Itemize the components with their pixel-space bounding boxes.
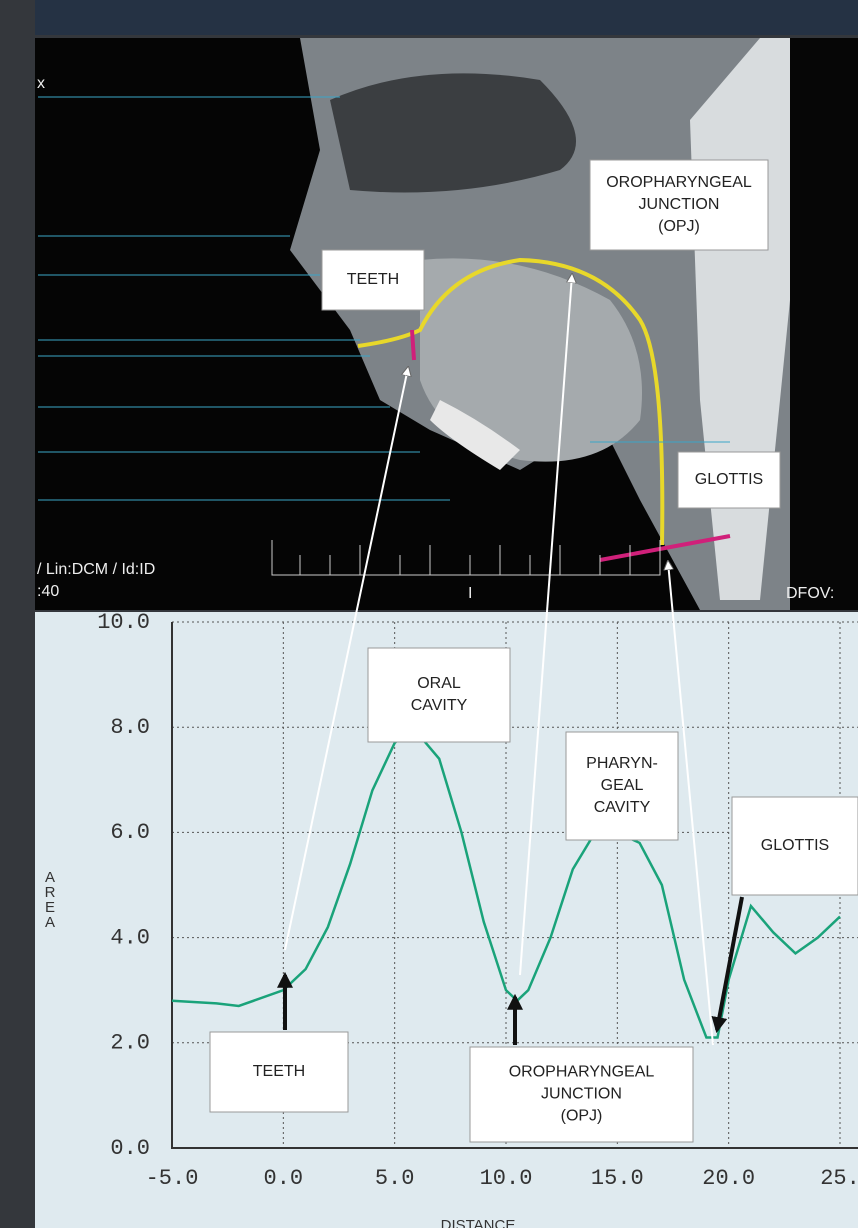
arrows <box>277 275 744 1046</box>
label-text: PHARYN- <box>586 755 658 772</box>
x-axis-label: DISTANCE <box>441 1217 516 1228</box>
overlay-text: DFOV: <box>786 585 834 602</box>
overlay-text: :40 <box>37 583 59 600</box>
x-tick-label: 15.0 <box>591 1166 644 1191</box>
label-text: GLOTTIS <box>761 837 829 854</box>
label-text: CAVITY <box>411 697 468 714</box>
y-tick-label: 2.0 <box>110 1031 150 1056</box>
overlay-text: I <box>468 585 472 602</box>
label-text: OROPHARYNGEAL <box>606 174 752 191</box>
label-text: GEAL <box>601 777 644 794</box>
label-box <box>469 1046 694 1143</box>
label-text: (OPJ) <box>561 1108 603 1125</box>
x-tick-label: 20.0 <box>702 1166 755 1191</box>
y-tick-label: 0.0 <box>110 1136 150 1161</box>
label-box <box>367 647 511 743</box>
top-band <box>35 0 858 35</box>
overlay-text: x <box>37 75 45 92</box>
label-box <box>565 731 679 841</box>
label-box <box>731 796 858 896</box>
x-tick-label: 25. <box>820 1166 858 1191</box>
axis <box>171 622 858 1149</box>
label-text: JUNCTION <box>541 1086 622 1103</box>
label-text: JUNCTION <box>639 196 720 213</box>
overlay-text: / Lin:DCM / Id:ID <box>37 561 155 578</box>
label-box <box>209 1031 349 1113</box>
y-tick-label: 8.0 <box>110 715 150 740</box>
label-text: (OPJ) <box>658 218 700 235</box>
y-tick-label: 4.0 <box>110 925 150 950</box>
label-text: TEETH <box>253 1063 305 1080</box>
ct-scan <box>35 38 858 610</box>
label-text: OROPHARYNGEAL <box>509 1064 655 1081</box>
label-box <box>589 159 769 251</box>
label-box <box>321 249 425 311</box>
x-tick-label: 0.0 <box>264 1166 304 1191</box>
y-tick-label: 10.0 <box>97 610 150 635</box>
label-text: TEETH <box>347 271 399 288</box>
x-tick-label: 5.0 <box>375 1166 415 1191</box>
y-tick-label: 6.0 <box>110 820 150 845</box>
x-tick-label: 10.0 <box>480 1166 533 1191</box>
label-text: GLOTTIS <box>695 471 763 488</box>
label-box <box>677 451 781 509</box>
label-text: ORAL <box>417 675 461 692</box>
x-tick-label: -5.0 <box>146 1166 199 1191</box>
label-text: CAVITY <box>594 799 651 816</box>
